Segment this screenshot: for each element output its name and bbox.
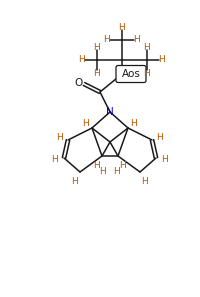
Text: H: H [158,56,165,64]
Text: Aos: Aos [121,69,140,79]
Text: H: H [78,56,85,64]
Text: H: H [118,23,125,31]
FancyBboxPatch shape [115,66,145,83]
Text: H: H [71,176,78,186]
Text: H: H [130,119,137,127]
Text: H: H [119,160,126,170]
Text: H: H [113,168,120,176]
Text: H: H [133,36,140,45]
Text: H: H [143,69,150,78]
Text: H: H [141,176,148,186]
Text: N: N [106,107,113,117]
Text: H: H [93,69,100,78]
Text: O: O [75,78,83,88]
Text: H: H [93,160,100,170]
Text: H: H [93,42,100,51]
Text: H: H [82,119,89,127]
Text: H: H [99,168,106,176]
Text: H: H [161,156,168,165]
Text: H: H [103,36,110,45]
Text: H: H [156,132,163,141]
Text: H: H [143,42,150,51]
Text: H: H [51,156,58,165]
Text: H: H [56,132,63,141]
